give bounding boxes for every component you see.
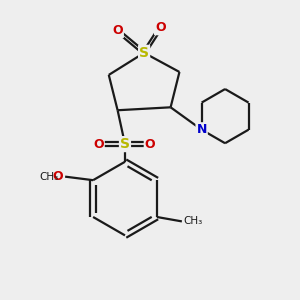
Text: O: O xyxy=(112,24,123,37)
Text: O: O xyxy=(93,138,104,151)
Text: O: O xyxy=(52,170,63,183)
Text: S: S xyxy=(120,137,130,151)
Text: CH₃: CH₃ xyxy=(39,172,58,182)
Text: O: O xyxy=(155,21,166,34)
Text: CH₃: CH₃ xyxy=(183,216,202,226)
Text: N: N xyxy=(196,123,207,136)
Text: O: O xyxy=(145,138,155,151)
Text: S: S xyxy=(139,46,149,60)
